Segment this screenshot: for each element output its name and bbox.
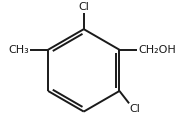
- Text: Cl: Cl: [130, 104, 141, 114]
- Text: CH₃: CH₃: [9, 45, 29, 55]
- Text: CH₂OH: CH₂OH: [138, 45, 176, 55]
- Text: Cl: Cl: [78, 2, 89, 12]
